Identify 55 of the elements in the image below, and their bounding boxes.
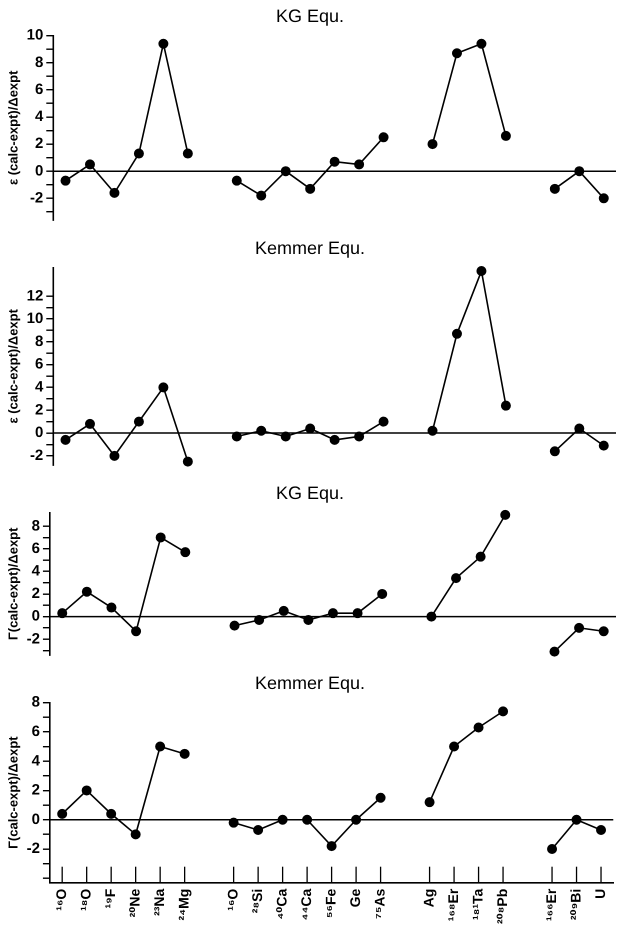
x-tick-label: ²⁰Ne [126, 888, 143, 918]
y-tick-label: 10 [26, 310, 44, 328]
y-tick-label: 12 [26, 287, 44, 304]
y-tick-label: 6 [32, 723, 40, 740]
x-tick-label: ²⁰⁸Pb [494, 888, 510, 924]
y-tick-label: 2 [34, 135, 44, 152]
x-tick-label: ¹⁸¹Ta [469, 888, 486, 920]
x-tick-label: ⁷⁵As [371, 888, 388, 919]
x-tick-label: ²⁸Si [248, 888, 265, 914]
y-tick-label: 6 [34, 80, 44, 98]
x-tick-label: ⁴⁴Ca [298, 888, 314, 920]
y-tick-label: 0 [32, 608, 40, 625]
x-tick-label: ⁵⁶Fe [322, 888, 338, 918]
x-tick-label: ⁴⁰Ca [273, 888, 290, 920]
x-tick-label: Ge [346, 888, 363, 908]
y-tick-label: 10 [26, 26, 44, 44]
y-tick-label: 8 [32, 694, 40, 711]
y-tick-label: 6 [34, 356, 44, 373]
chart-title: KG Equ. [276, 6, 344, 26]
y-tick-label: 2 [34, 401, 44, 418]
x-tick-label: ¹⁸O [78, 888, 94, 911]
x-tick-label: Ag [420, 888, 436, 908]
x-tick-label: ¹⁶⁸Er [444, 888, 461, 922]
y-axis-title: ε (calc-expt)/Δexpt [5, 308, 20, 424]
y-axis-title: Γ(calc-expt)/Δexpt [5, 526, 20, 640]
chart-title: KG Equ. [276, 482, 344, 503]
y-axis-title: Γ(calc-expt)/Δexpt [5, 736, 20, 849]
y-tick-label: -2 [26, 840, 40, 858]
y-tick-label: 6 [32, 540, 40, 557]
y-tick-label: -2 [26, 630, 40, 648]
y-tick-label: 4 [34, 378, 44, 396]
y-tick-label: 0 [34, 162, 44, 180]
x-tick-label: U [592, 888, 608, 899]
y-tick-label: 2 [32, 782, 40, 799]
chart-title: Kemmer Equ. [254, 238, 366, 258]
x-tick-label: ¹⁶⁶Er [542, 888, 559, 922]
y-tick-label: 4 [32, 752, 41, 770]
x-tick-label: ¹⁹F [102, 888, 118, 909]
y-tick-label: 8 [34, 332, 44, 350]
x-tick-label: ²⁰⁹Bi [567, 888, 584, 920]
chart-title: Kemmer Equ. [254, 672, 366, 693]
y-tick-label: -2 [30, 189, 44, 206]
x-tick-label: ²⁴Mg [176, 888, 192, 921]
y-axis-title: ε (calc-expt)/Δexpt [5, 70, 20, 186]
y-tick-label: -2 [30, 447, 44, 464]
x-tick-label: ²³Na [151, 888, 168, 916]
x-tick-label: ¹⁶O [53, 888, 70, 911]
y-tick-label: 0 [32, 810, 40, 828]
y-tick-label: 8 [34, 54, 44, 71]
y-tick-label: 4 [32, 562, 41, 580]
y-tick-label: 8 [32, 517, 40, 534]
y-tick-label: 0 [34, 424, 44, 442]
y-tick-label: 4 [34, 108, 44, 126]
y-tick-label: 2 [32, 585, 40, 602]
x-tick-label: ¹⁶O [224, 888, 240, 911]
